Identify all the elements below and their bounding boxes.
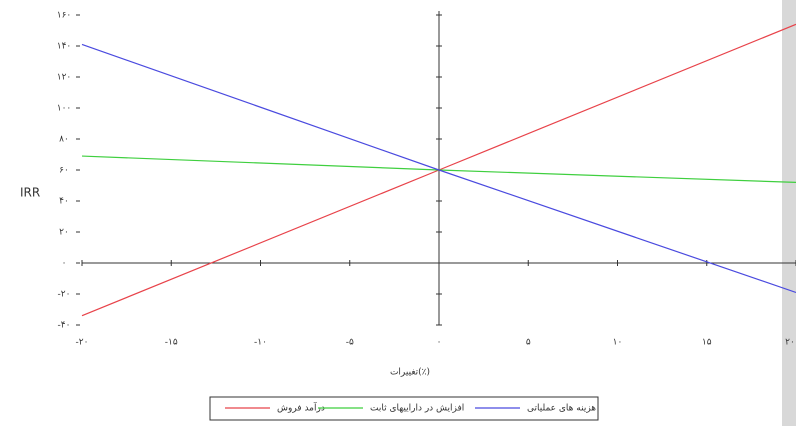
x-tick-label: -۵ bbox=[346, 338, 354, 348]
y-tick-label: ۴۰ bbox=[59, 197, 69, 207]
y-tick-label: ۱۶۰ bbox=[57, 11, 72, 21]
y-tick-label: ۱۴۰ bbox=[57, 42, 72, 52]
x-tick-label: ۲۰ bbox=[785, 338, 795, 348]
y-tick-label: -۲۰ bbox=[58, 290, 71, 300]
legend-label: درآمد فروش bbox=[277, 402, 325, 414]
x-tick-label: ۱۰ bbox=[613, 338, 623, 348]
x-tick-label: -۲۰ bbox=[76, 338, 89, 348]
y-axis-label: IRR bbox=[20, 186, 40, 200]
y-tick-label: -۴۰ bbox=[58, 321, 71, 331]
y-tick-label: ۸۰ bbox=[59, 135, 69, 145]
y-tick-label: ۶۰ bbox=[59, 166, 69, 176]
x-tick-label: ۵ bbox=[526, 338, 531, 348]
legend-label: افزایش در داراییهای ثابت bbox=[370, 404, 464, 414]
legend-label: هزینه های عملیاتی bbox=[527, 404, 596, 414]
edge-strip bbox=[782, 0, 796, 426]
y-tick-label: ۱۲۰ bbox=[57, 73, 72, 83]
y-tick-label: ۱۰۰ bbox=[57, 104, 72, 114]
y-tick-label: ۰ bbox=[62, 259, 67, 269]
x-tick-label: ۱۵ bbox=[702, 338, 712, 348]
series-line bbox=[81, 43, 796, 294]
x-tick-label: ۰ bbox=[437, 338, 442, 348]
x-tick-label: -۱۵ bbox=[165, 338, 178, 348]
legend-box bbox=[209, 396, 599, 421]
y-tick-label: ۲۰ bbox=[59, 228, 69, 238]
x-axis-label: تغییرات(٪) bbox=[390, 368, 430, 378]
x-tick-label: -۱۰ bbox=[254, 338, 267, 348]
